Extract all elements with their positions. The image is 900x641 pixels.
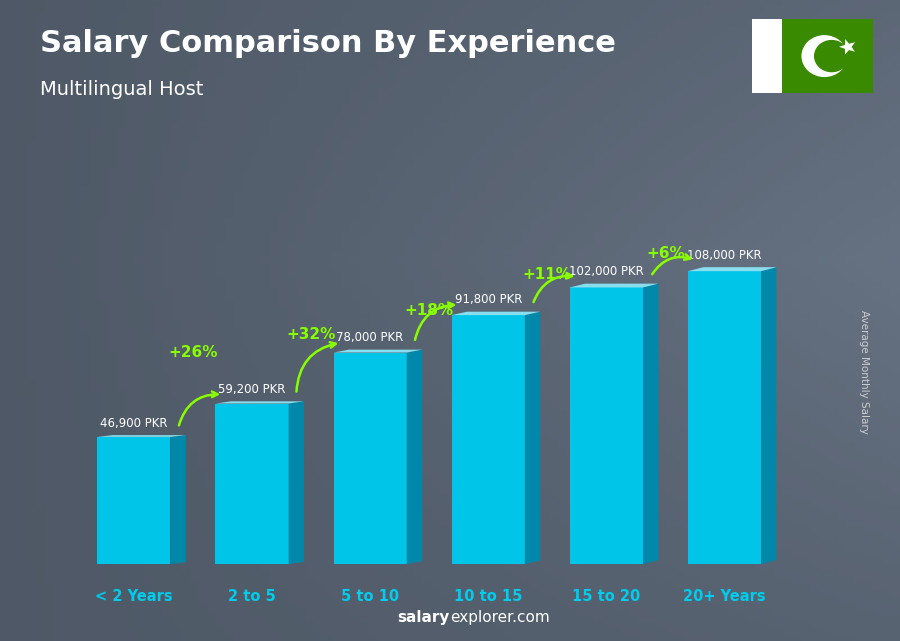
Text: +32%: +32% (286, 328, 336, 342)
Polygon shape (643, 284, 658, 564)
Polygon shape (334, 353, 407, 564)
Text: 10 to 15: 10 to 15 (454, 588, 522, 604)
Text: +18%: +18% (405, 303, 454, 318)
Polygon shape (525, 312, 540, 564)
Text: Salary Comparison By Experience: Salary Comparison By Experience (40, 29, 616, 58)
Polygon shape (407, 349, 422, 564)
Circle shape (802, 36, 847, 76)
Polygon shape (752, 19, 782, 93)
Text: +26%: +26% (168, 345, 218, 360)
Polygon shape (170, 435, 185, 564)
Polygon shape (215, 401, 304, 404)
Text: < 2 Years: < 2 Years (95, 588, 173, 604)
Text: explorer.com: explorer.com (450, 610, 550, 625)
Text: 20+ Years: 20+ Years (683, 588, 766, 604)
Polygon shape (289, 401, 304, 564)
Polygon shape (688, 271, 761, 564)
Polygon shape (215, 404, 289, 564)
Polygon shape (452, 315, 525, 564)
Polygon shape (452, 312, 540, 315)
Polygon shape (97, 435, 185, 437)
Polygon shape (570, 284, 658, 287)
Polygon shape (839, 39, 855, 54)
Polygon shape (782, 19, 873, 93)
Text: 15 to 20: 15 to 20 (572, 588, 641, 604)
Text: +11%: +11% (523, 267, 572, 283)
Polygon shape (761, 267, 777, 564)
Text: Multilingual Host: Multilingual Host (40, 80, 204, 99)
Text: 91,800 PKR: 91,800 PKR (454, 294, 522, 306)
Text: 46,900 PKR: 46,900 PKR (100, 417, 167, 430)
Polygon shape (334, 349, 422, 353)
Text: Average Monthly Salary: Average Monthly Salary (859, 310, 869, 434)
Polygon shape (570, 287, 643, 564)
Text: 59,200 PKR: 59,200 PKR (219, 383, 285, 396)
Text: +6%: +6% (646, 246, 685, 262)
Text: 5 to 10: 5 to 10 (341, 588, 400, 604)
Text: 78,000 PKR: 78,000 PKR (337, 331, 404, 344)
Polygon shape (688, 267, 777, 271)
Text: 2 to 5: 2 to 5 (228, 588, 276, 604)
Circle shape (814, 40, 849, 72)
Text: 102,000 PKR: 102,000 PKR (569, 265, 643, 278)
Text: 108,000 PKR: 108,000 PKR (688, 249, 761, 262)
Text: salary: salary (398, 610, 450, 625)
Polygon shape (97, 437, 170, 564)
